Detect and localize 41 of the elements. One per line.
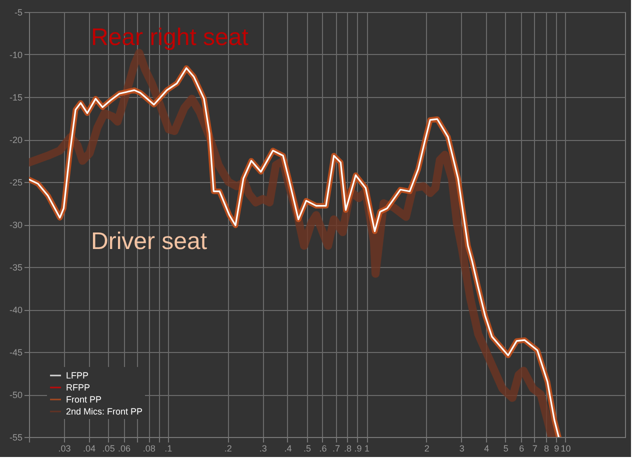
x-tick-label: 8 — [544, 444, 549, 454]
y-tick-label: -25 — [9, 178, 22, 188]
y-tick-label: -20 — [9, 135, 22, 145]
x-tick-label: 6 — [519, 444, 524, 454]
y-tick-label: -50 — [9, 390, 22, 400]
x-tick-label: .6 — [319, 444, 327, 454]
legend-label: 2nd Mics: Front PP — [66, 406, 143, 416]
x-tick-label: 4 — [484, 444, 490, 454]
x-tick-label: .7 — [332, 444, 340, 454]
y-tick-label: -10 — [9, 50, 22, 60]
x-tick-label: 10 — [560, 444, 571, 454]
x-tick-label: .1 — [164, 444, 172, 454]
annotation: Driver seat — [91, 228, 208, 255]
x-tick-label: 7 — [532, 444, 538, 454]
x-tick-label: 9 — [554, 444, 560, 454]
x-tick-label: .05 — [102, 444, 115, 454]
x-tick-label: .8 — [344, 444, 352, 454]
x-tick-label: 1 — [364, 444, 370, 454]
x-tick-label: 3 — [459, 444, 464, 454]
x-tick-label: 5 — [503, 444, 508, 454]
x-tick-label: .08 — [142, 444, 156, 454]
x-tick-label: .9 — [354, 444, 362, 454]
y-tick-label: -5 — [14, 8, 22, 18]
x-tick-label: .4 — [284, 444, 292, 454]
x-tick-label: .5 — [303, 444, 311, 454]
y-tick-label: -35 — [9, 262, 22, 272]
y-tick-label: -55 — [9, 432, 22, 442]
x-tick-label: .04 — [83, 444, 96, 454]
x-tick-label: 2 — [424, 444, 430, 454]
x-tick-label: .3 — [259, 444, 267, 454]
y-tick-label: -40 — [9, 305, 22, 315]
x-tick-label: .06 — [118, 444, 131, 454]
annotation: Rear right seat — [91, 24, 249, 51]
y-tick-label: -30 — [9, 220, 22, 230]
y-tick-label: -45 — [9, 348, 22, 358]
legend-label: Front PP — [66, 394, 102, 404]
legend-label: LFPP — [66, 370, 89, 380]
y-tick-label: -15 — [9, 92, 22, 102]
x-tick-label: .03 — [58, 444, 71, 454]
x-tick-label: .2 — [224, 444, 232, 454]
legend-label: RFPP — [66, 382, 90, 392]
